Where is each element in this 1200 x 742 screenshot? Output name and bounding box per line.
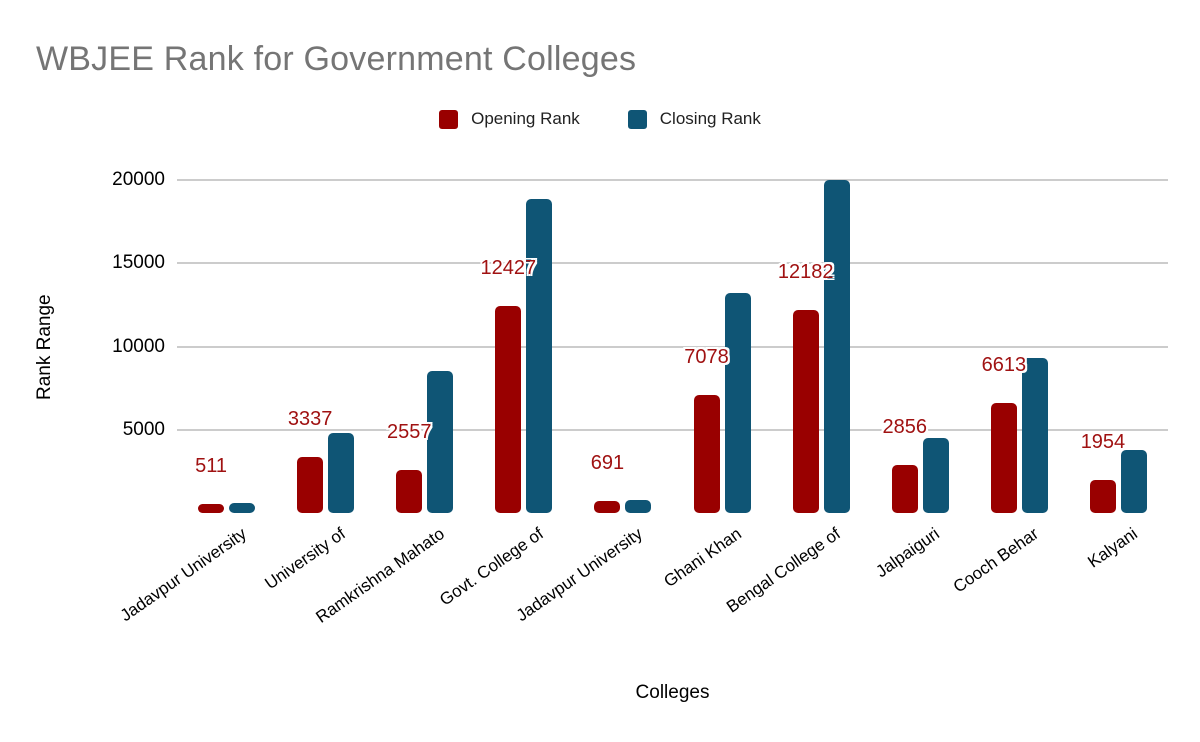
opening-value-label: 2557 — [387, 421, 432, 443]
closing-rank-bar — [823, 180, 850, 513]
opening-rank-bar — [990, 403, 1017, 513]
opening-value-label: 12427 — [480, 257, 537, 279]
legend-label-closing-rank: Closing Rank — [659, 109, 761, 128]
closing-rank-bar — [328, 433, 355, 513]
x-axis-title: Colleges — [635, 682, 710, 703]
legend: Opening Rank Closing Rank — [0, 104, 1200, 134]
closing-rank-bar — [229, 503, 256, 513]
closing-rank-bar — [922, 438, 949, 513]
gridline-20000 — [177, 179, 1168, 181]
x-axis-label: Govt. College of — [435, 524, 547, 610]
legend-item-closing-rank: Closing Rank — [627, 109, 761, 129]
opening-rank-bar — [495, 306, 522, 513]
closing-rank-bar — [427, 371, 454, 513]
legend-item-opening-rank: Opening Rank — [439, 109, 580, 129]
opening-rank-bar — [792, 310, 819, 513]
x-axis-label: Ramkrishna Mahato — [312, 524, 448, 627]
gridline-10000 — [177, 345, 1168, 348]
opening-value-label: 7078 — [684, 346, 729, 368]
chart-title: WBJEE Rank for Government Colleges — [36, 40, 637, 78]
opening-rank-bar — [396, 470, 423, 513]
opening-value-label: 6613 — [981, 354, 1027, 376]
opening-value-label: 12182 — [777, 261, 834, 283]
opening-value-label: 1954 — [1080, 431, 1126, 453]
x-axis-label: Bengal College of — [723, 524, 845, 617]
closing-rank-bar — [1120, 450, 1147, 513]
gridline-15000 — [177, 262, 1168, 265]
x-axis-label: Jalpaiguri — [872, 524, 944, 582]
opening-value-label: 3337 — [287, 408, 333, 430]
closing-rank-bar — [625, 500, 652, 513]
x-axis-label: Jadavpur University — [512, 524, 646, 626]
opening-value-label: 2856 — [882, 416, 928, 438]
opening-rank-bar — [198, 504, 225, 513]
gridline-5000 — [177, 428, 1168, 431]
x-axis-label: Jadavpur University — [116, 524, 250, 626]
y-tick-5000: 5000 — [122, 418, 165, 440]
x-axis-label: University of — [261, 524, 349, 594]
closing-rank-swatch-icon — [627, 109, 647, 129]
x-axis-label: Ghani Khan — [660, 524, 745, 592]
opening-rank-bar — [1089, 480, 1116, 513]
opening-rank-swatch-icon — [439, 109, 459, 129]
opening-rank-bar — [297, 457, 324, 513]
opening-value-label: 511 — [195, 455, 227, 477]
x-axis-label: Kalyani — [1084, 524, 1142, 572]
opening-rank-bar — [594, 501, 621, 513]
opening-value-label: 691 — [590, 452, 625, 474]
y-tick-10000: 10000 — [112, 335, 165, 357]
opening-rank-bar — [693, 395, 720, 513]
closing-rank-bar — [1021, 358, 1048, 513]
opening-rank-bar — [891, 465, 918, 513]
legend-label-opening-rank: Opening Rank — [471, 109, 580, 128]
y-tick-20000: 20000 — [112, 169, 165, 190]
x-axis-label: Cooch Behar — [950, 524, 1043, 597]
y-tick-15000: 15000 — [112, 252, 165, 274]
y-axis-title: Rank Range — [34, 294, 55, 400]
closing-rank-bar — [724, 293, 751, 513]
closing-rank-bar — [526, 199, 553, 513]
